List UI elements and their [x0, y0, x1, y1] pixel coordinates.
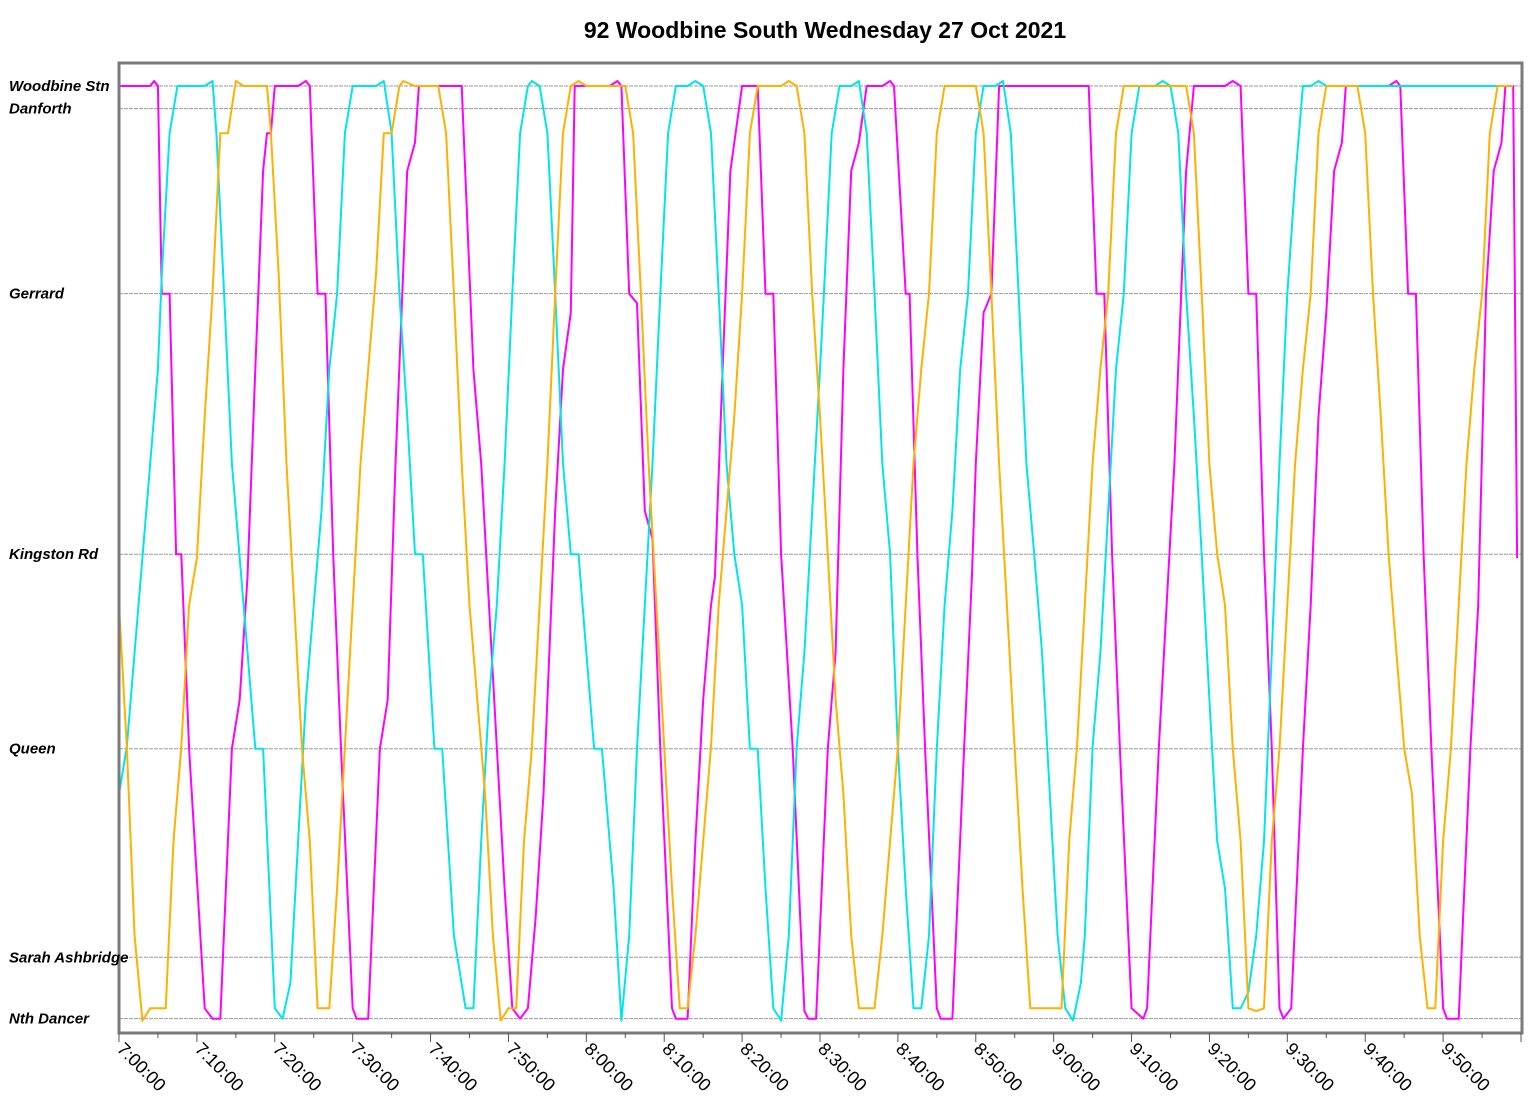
gridlines — [119, 85, 1521, 1020]
y-tick-label: Sarah Ashbridge — [9, 949, 128, 966]
x-tick-label: 8:40:00 — [892, 1039, 949, 1096]
y-tick-label: Nth Dancer — [9, 1011, 90, 1028]
chart-title: 92 Woodbine South Wednesday 27 Oct 2021 — [584, 17, 1066, 43]
x-tick-label: 9:10:00 — [1126, 1039, 1183, 1096]
plot-area-border — [117, 61, 1524, 1035]
x-tick-label: 7:50:00 — [503, 1039, 560, 1096]
x-tick-label: 8:20:00 — [736, 1039, 793, 1096]
y-tick-label: Danforth — [9, 101, 72, 118]
x-tick-label: 9:30:00 — [1282, 1039, 1339, 1096]
x-tick-label: 7:20:00 — [269, 1039, 326, 1096]
series-lines — [118, 80, 1519, 1022]
x-tick-label: 7:40:00 — [425, 1039, 482, 1096]
y-tick-label: Gerrard — [9, 286, 65, 303]
y-tick-label: Kingston Rd — [9, 546, 99, 563]
x-tick-label: 9:00:00 — [1048, 1039, 1105, 1096]
x-tick-label: 9:50:00 — [1437, 1039, 1494, 1096]
x-tick-label: 8:10:00 — [658, 1039, 715, 1096]
x-tick-label: 7:10:00 — [191, 1039, 248, 1096]
y-axis-stop-labels: Woodbine Stn Danforth Gerrard Kingston Rd Qu… — [9, 78, 128, 1028]
x-tick-label: 9:20:00 — [1204, 1039, 1261, 1096]
series-line-1 — [118, 80, 1498, 1022]
y-tick-label: Woodbine Stn — [9, 78, 110, 95]
x-tick-label: 8:00:00 — [581, 1039, 638, 1096]
x-axis-time-ticks: 7:00:00 7:10:00 7:20:00 7:30:00 7:40:00 7:50:… — [113, 1033, 1522, 1096]
series-line-2 — [118, 80, 1514, 1022]
x-tick-label: 8:50:00 — [970, 1039, 1027, 1096]
x-tick-label: 7:00:00 — [113, 1039, 170, 1096]
y-tick-label: Queen — [9, 741, 56, 758]
series-line-0 — [119, 80, 1519, 1020]
x-tick-label: 9:40:00 — [1359, 1039, 1416, 1096]
x-tick-label: 8:30:00 — [814, 1039, 871, 1096]
x-tick-label: 7:30:00 — [347, 1039, 404, 1096]
